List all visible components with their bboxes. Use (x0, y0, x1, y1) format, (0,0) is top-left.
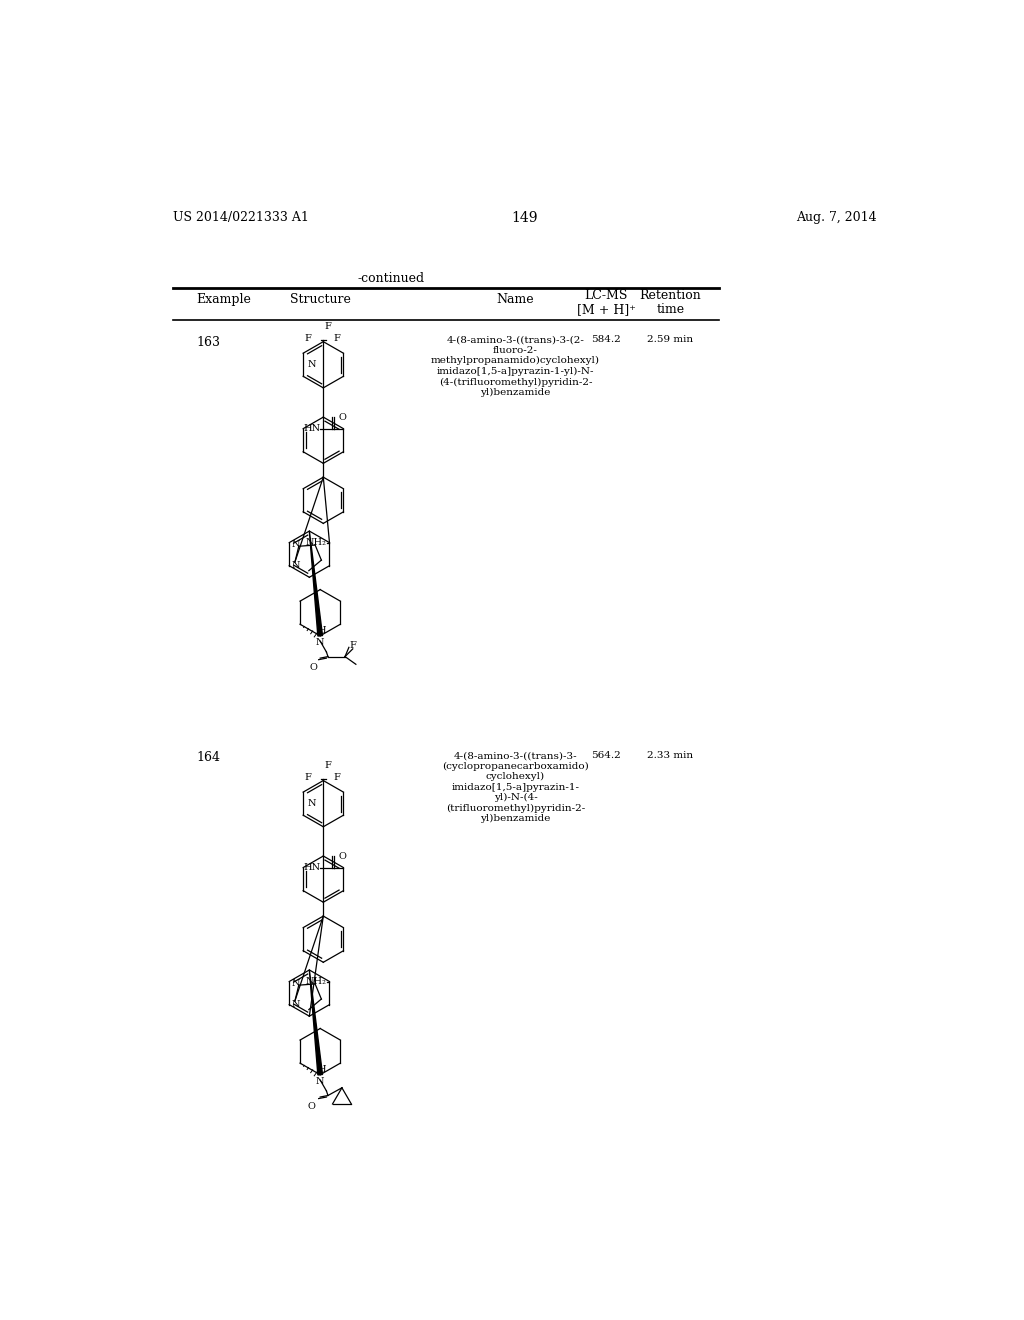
Text: H: H (317, 1065, 327, 1074)
Text: 4-(8-amino-3-((trans)-3-
(cyclopropanecarboxamido)
cyclohexyl)
imidazo[1,5-a]pyr: 4-(8-amino-3-((trans)-3- (cyclopropaneca… (442, 751, 589, 824)
Text: 2.59 min: 2.59 min (647, 335, 693, 345)
Text: 564.2: 564.2 (591, 751, 621, 760)
Text: F: F (305, 334, 311, 343)
Text: N: N (292, 1001, 300, 1008)
Text: 164: 164 (197, 751, 220, 764)
Text: [M + H]⁺: [M + H]⁺ (577, 302, 636, 315)
Text: N: N (292, 978, 300, 987)
Text: HN: HN (303, 863, 321, 873)
Text: F: F (334, 774, 340, 781)
Text: N: N (292, 561, 300, 570)
Text: Example: Example (197, 293, 251, 306)
Text: Name: Name (497, 293, 535, 306)
Text: N: N (308, 799, 316, 808)
Text: NH₂: NH₂ (305, 539, 327, 546)
Text: O: O (338, 853, 346, 861)
Text: NH₂: NH₂ (305, 977, 327, 986)
Text: Retention: Retention (640, 289, 701, 302)
Text: 2.33 min: 2.33 min (647, 751, 693, 760)
Text: 149: 149 (512, 211, 538, 224)
Text: LC-MS: LC-MS (585, 289, 628, 302)
Text: US 2014/0221333 A1: US 2014/0221333 A1 (173, 211, 309, 224)
Text: H: H (317, 626, 327, 635)
Text: Structure: Structure (290, 293, 350, 306)
Text: -continued: -continued (358, 272, 425, 285)
Text: F: F (325, 322, 332, 331)
Polygon shape (309, 531, 323, 636)
Text: O: O (338, 413, 346, 422)
Text: F: F (325, 760, 332, 770)
Text: 584.2: 584.2 (591, 335, 621, 345)
Polygon shape (309, 970, 323, 1074)
Text: 4-(8-amino-3-((trans)-3-(2-
fluoro-2-
methylpropanamido)cyclohexyl)
imidazo[1,5-: 4-(8-amino-3-((trans)-3-(2- fluoro-2- me… (431, 335, 600, 397)
Text: 163: 163 (197, 335, 220, 348)
Text: O: O (309, 663, 317, 672)
Text: N: N (308, 360, 316, 370)
Text: time: time (656, 302, 685, 315)
Text: HN: HN (303, 424, 321, 433)
Text: F: F (349, 642, 356, 651)
Text: F: F (305, 774, 311, 781)
Text: F: F (334, 334, 340, 343)
Text: N: N (292, 540, 300, 549)
Text: Aug. 7, 2014: Aug. 7, 2014 (796, 211, 877, 224)
Text: N: N (315, 638, 324, 647)
Text: O: O (307, 1102, 315, 1110)
Text: N: N (315, 1077, 324, 1086)
